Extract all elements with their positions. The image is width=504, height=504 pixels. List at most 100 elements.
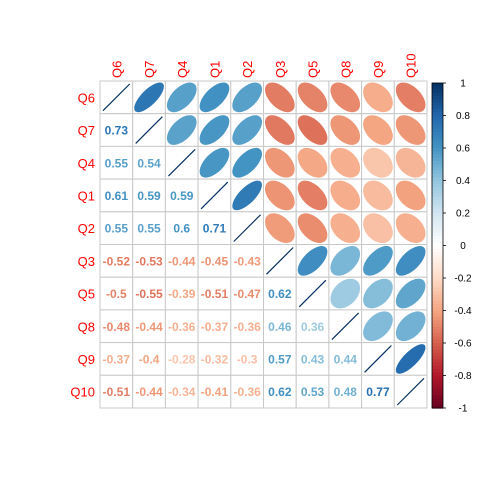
colorbar-segment bbox=[432, 99, 443, 104]
colorbar-segment bbox=[432, 313, 443, 318]
cell-border bbox=[132, 374, 166, 409]
colorbar-segment bbox=[432, 128, 443, 133]
colorbar-segment bbox=[432, 284, 443, 289]
colorbar-segment bbox=[432, 310, 443, 315]
cell-Q4-Q2 bbox=[230, 145, 265, 180]
correlation-grid: 0.73 0.55 0.54 0.61 0.59 0.59 0.55 0.55 0.6 0.71 -… bbox=[99, 80, 428, 409]
ellipse-mark bbox=[363, 115, 393, 145]
cell-Q9-Q8: 0.44 bbox=[328, 342, 363, 376]
ellipse-mark bbox=[395, 311, 426, 342]
cell-border bbox=[99, 374, 134, 409]
cell-Q3-Q4: -0.44 bbox=[164, 244, 199, 278]
colorbar-segment bbox=[432, 148, 443, 152]
correlation-value: 0.57 bbox=[268, 352, 292, 366]
colorbar-tick-label: -1 bbox=[459, 404, 468, 415]
ellipse-mark bbox=[395, 278, 426, 309]
cell-Q3-Q1: -0.45 bbox=[197, 244, 232, 278]
colorbar-segment bbox=[432, 183, 443, 188]
cell-Q10-Q8: 0.48 bbox=[328, 374, 363, 409]
ellipse-mark bbox=[395, 213, 426, 243]
row-label: Q2 bbox=[78, 221, 95, 236]
correlation-value: 0.73 bbox=[105, 124, 129, 138]
cell-Q8-Q10 bbox=[393, 309, 428, 344]
cell-Q10-Q4: -0.34 bbox=[164, 374, 199, 409]
colorbar-tick-label: 1 bbox=[460, 79, 466, 90]
colorbar-segment bbox=[432, 96, 443, 100]
cell-Q1-Q7: 0.59 bbox=[132, 178, 166, 213]
cell-Q10-Q7: -0.44 bbox=[132, 374, 166, 409]
correlation-value: 0.55 bbox=[137, 222, 161, 236]
column-label: Q5 bbox=[306, 61, 321, 78]
colorbar-segment bbox=[432, 122, 443, 126]
colorbar-segment bbox=[432, 401, 443, 406]
correlation-value: -0.41 bbox=[201, 385, 229, 399]
colorbar-segment bbox=[432, 196, 443, 201]
colorbar-segment bbox=[432, 317, 443, 321]
colorbar-segment bbox=[432, 346, 443, 351]
correlation-value: -0.4 bbox=[139, 352, 160, 366]
colorbar-segment bbox=[432, 255, 443, 260]
diagonal-line bbox=[331, 312, 360, 341]
cell-Q2-Q2 bbox=[230, 211, 265, 246]
cell-Q1-Q8 bbox=[328, 178, 363, 213]
colorbar-segment bbox=[432, 391, 443, 396]
correlation-value: -0.52 bbox=[103, 254, 131, 268]
colorbar-segment bbox=[432, 294, 443, 299]
cell-Q2-Q3 bbox=[263, 211, 297, 246]
correlation-value: -0.43 bbox=[233, 254, 261, 268]
correlation-value: -0.36 bbox=[233, 385, 261, 399]
cell-Q5-Q8 bbox=[328, 276, 363, 311]
correlation-value: -0.44 bbox=[135, 320, 163, 334]
cell-Q7-Q7 bbox=[132, 113, 166, 147]
correlation-value: -0.53 bbox=[135, 254, 163, 268]
correlation-value: -0.37 bbox=[201, 320, 229, 334]
row-label: Q5 bbox=[78, 287, 95, 302]
column-label: Q4 bbox=[175, 61, 190, 78]
column-label: Q3 bbox=[273, 61, 288, 78]
colorbar-segment bbox=[432, 404, 443, 409]
cell-border bbox=[263, 374, 297, 409]
cell-Q1-Q5 bbox=[295, 178, 330, 213]
colorbar-segment bbox=[432, 141, 443, 146]
colorbar-tick-label: -0.6 bbox=[454, 339, 472, 350]
correlation-value: -0.5 bbox=[106, 287, 127, 301]
cell-Q5-Q10 bbox=[393, 276, 428, 311]
column-label: Q9 bbox=[371, 61, 386, 78]
colorbar-segment bbox=[432, 226, 443, 230]
cell-border bbox=[230, 374, 265, 409]
cell-Q2-Q9 bbox=[361, 211, 395, 246]
ellipse-mark bbox=[297, 246, 328, 276]
cell-Q2-Q1: 0.71 bbox=[197, 211, 232, 246]
colorbar-segment bbox=[432, 274, 443, 279]
colorbar-segment bbox=[432, 252, 443, 256]
cell-Q10-Q2: -0.36 bbox=[230, 374, 265, 409]
correlation-value: -0.51 bbox=[103, 385, 131, 399]
correlation-value: 0.48 bbox=[334, 385, 358, 399]
correlation-value: 0.62 bbox=[268, 287, 292, 301]
colorbar-segment bbox=[432, 164, 443, 169]
cell-border bbox=[132, 211, 166, 246]
cell-Q10-Q3: 0.62 bbox=[263, 374, 297, 409]
column-label: Q10 bbox=[404, 53, 419, 78]
colorbar-segment bbox=[432, 190, 443, 195]
colorbar-segment bbox=[432, 245, 443, 250]
correlation-value: -0.39 bbox=[168, 287, 196, 301]
cell-Q9-Q10 bbox=[393, 342, 428, 376]
cell-Q5-Q2: -0.47 bbox=[230, 276, 265, 311]
cell-Q10-Q6: -0.51 bbox=[99, 374, 134, 409]
colorbar-segment bbox=[432, 395, 443, 399]
cell-Q5-Q9 bbox=[361, 276, 395, 311]
column-label: Q1 bbox=[207, 61, 222, 78]
colorbar-segment bbox=[432, 222, 443, 227]
cell-Q1-Q3 bbox=[263, 178, 297, 213]
cell-border bbox=[328, 374, 363, 409]
colorbar-segment bbox=[432, 362, 443, 367]
ellipse-mark bbox=[330, 213, 361, 243]
cell-Q8-Q8 bbox=[328, 309, 363, 344]
row-label: Q8 bbox=[78, 319, 95, 334]
colorbar-segment bbox=[432, 287, 443, 292]
cell-Q6-Q10 bbox=[393, 80, 428, 115]
cell-Q3-Q9 bbox=[361, 244, 395, 278]
correlation-value: -0.45 bbox=[201, 254, 229, 268]
cell-Q10-Q1: -0.41 bbox=[197, 374, 232, 409]
